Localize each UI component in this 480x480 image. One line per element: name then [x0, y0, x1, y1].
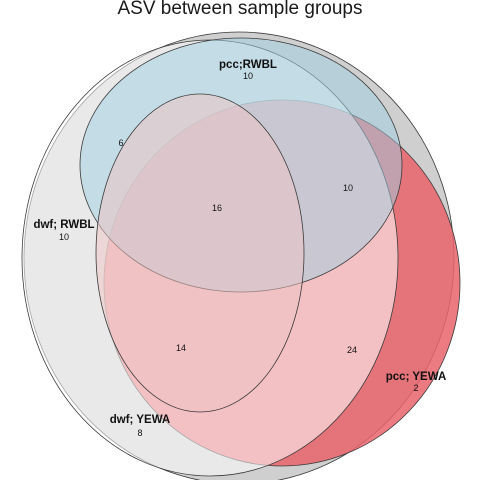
diagram-title: ASV between sample groups — [117, 0, 362, 19]
set-label-pcc-yewa: pcc; YEWA — [386, 371, 447, 383]
set-count-pcc-yewa: 2 — [413, 383, 418, 393]
region-count-dwf-yewa-pcc-yewa: 14 — [176, 343, 186, 353]
region-count-dwf-rwbl-pcc-rwbl: 6 — [118, 138, 123, 148]
set-label-dwf-rwbl: dwf; RWBL — [33, 219, 94, 231]
set-count-dwf-rwbl: 10 — [59, 232, 69, 242]
region-count-pcc-yewa-only: 24 — [347, 345, 357, 355]
region-count-center: 16 — [212, 203, 222, 213]
dwf-yewa-ellipse — [95, 93, 305, 413]
set-label-pcc-rwbl: pcc;RWBL — [219, 59, 277, 71]
set-label-dwf-yewa: dwf; YEWA — [110, 414, 170, 426]
set-count-pcc-rwbl: 10 — [243, 71, 253, 81]
set-count-dwf-yewa: 8 — [137, 428, 142, 438]
region-count-pcc-rwbl-pcc-yewa: 10 — [343, 183, 353, 193]
